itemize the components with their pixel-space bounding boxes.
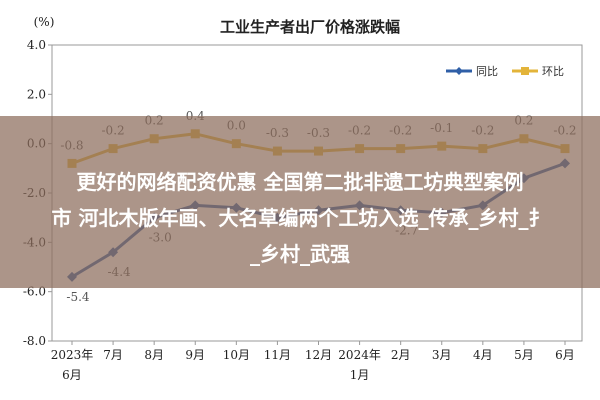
x-tick-label: 9月 [185, 348, 205, 362]
x-axis: 2023年 6月 7月 8月 9月 10月 11月 12月 2024年 1月 2月 3月 4月 5月 6月 [51, 341, 575, 382]
legend-marker [521, 67, 529, 75]
x-tick-label: 12月 [305, 348, 332, 362]
y-axis-unit: (%) [34, 15, 55, 29]
legend: 同比 环比 [446, 65, 564, 78]
legend-marker [455, 67, 463, 75]
overlay-line-2: 市 河北木版年画、大名草编两个工坊入选_传承_乡村_扌 [51, 206, 549, 230]
data-label: -5.4 [66, 290, 90, 304]
legend-label: 同比 [476, 65, 498, 78]
y-tick-label: -6.0 [23, 285, 46, 299]
x-tick-label: 6月 [62, 368, 82, 382]
y-tick-label: 2.0 [27, 87, 46, 101]
y-tick-label: 4.0 [27, 38, 46, 52]
x-tick-label: 4月 [473, 348, 493, 362]
x-tick-label: 1月 [350, 368, 370, 382]
x-tick-label: 3月 [432, 348, 452, 362]
x-tick-label: 6月 [555, 348, 575, 362]
x-tick-label: 5月 [514, 348, 534, 362]
overlay-line-3: _乡村_武强 [250, 242, 350, 266]
legend-label: 环比 [542, 65, 564, 78]
x-tick-label: 11月 [264, 348, 291, 362]
x-tick-label: 2月 [391, 348, 411, 362]
overlay-banner[interactable]: 更好的网络配资优惠 全国第二批非遗工坊典型案例 市 河北木版年画、大名草编两个工… [0, 116, 600, 288]
y-tick-label: -8.0 [23, 334, 46, 348]
x-tick-label: 8月 [144, 348, 164, 362]
chart-title: 工业生产者出厂价格涨跌幅 [220, 18, 400, 36]
x-tick-label: 2023年 [51, 348, 94, 362]
overlay-line-1: 更好的网络配资优惠 全国第二批非遗工坊典型案例 [76, 170, 524, 194]
x-tick-label: 2024年 [338, 348, 381, 362]
x-tick-label: 7月 [103, 348, 123, 362]
x-tick-label: 10月 [223, 348, 250, 362]
